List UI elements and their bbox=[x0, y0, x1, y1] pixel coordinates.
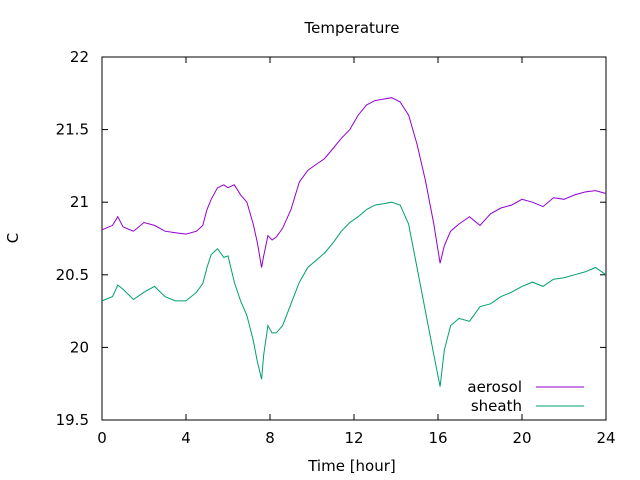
y-tick-label: 22 bbox=[70, 48, 89, 66]
series-line-sheath bbox=[101, 201, 607, 387]
y-tick-label: 21.5 bbox=[56, 121, 89, 139]
x-tick-label: 0 bbox=[97, 429, 107, 447]
y-tick-label: 20 bbox=[70, 338, 89, 356]
chart-title: Temperature bbox=[303, 19, 399, 37]
legend-label-sheath: sheath bbox=[471, 397, 522, 415]
x-axis: 0 4 8 12 16 20 24 bbox=[97, 57, 616, 447]
y-axis: 19.5 20 20.5 21 21.5 22 bbox=[56, 48, 606, 429]
x-tick-label: 8 bbox=[265, 429, 275, 447]
plot-frame bbox=[101, 56, 607, 421]
x-tick-label: 16 bbox=[428, 429, 447, 447]
series-lines bbox=[101, 97, 607, 387]
y-axis-title: C bbox=[4, 233, 22, 243]
y-tick-label: 20.5 bbox=[56, 266, 89, 284]
x-tick-label: 4 bbox=[181, 429, 191, 447]
x-axis-title: Time [hour] bbox=[307, 457, 396, 475]
y-tick-label: 21 bbox=[70, 193, 89, 211]
x-tick-label: 24 bbox=[596, 429, 615, 447]
y-tick-label: 19.5 bbox=[56, 411, 89, 429]
legend-label-aerosol: aerosol bbox=[467, 378, 522, 396]
x-tick-label: 20 bbox=[512, 429, 531, 447]
x-tick-label: 12 bbox=[344, 429, 363, 447]
series-line-aerosol bbox=[101, 97, 607, 268]
legend: aerosol sheath bbox=[467, 378, 584, 415]
